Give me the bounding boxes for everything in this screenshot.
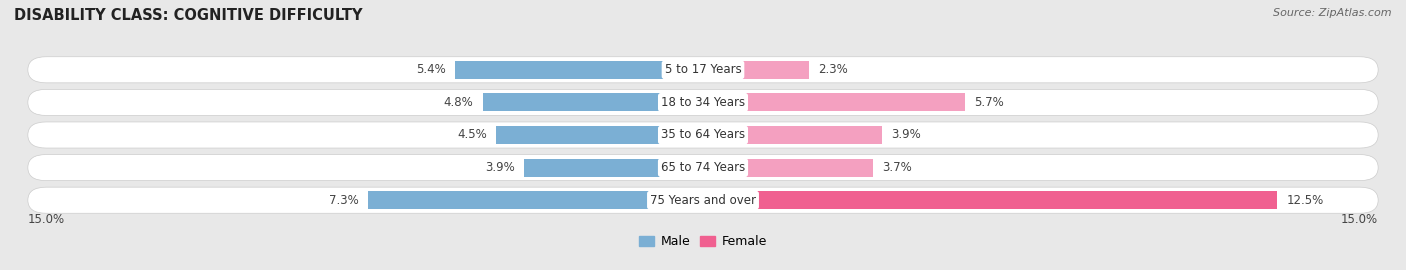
Text: 12.5%: 12.5% (1286, 194, 1323, 207)
FancyBboxPatch shape (28, 89, 1378, 116)
Bar (482, 93, 703, 111)
Text: 5.7%: 5.7% (974, 96, 1004, 109)
FancyBboxPatch shape (28, 154, 1378, 181)
Text: 3.9%: 3.9% (485, 161, 515, 174)
Text: 35 to 64 Years: 35 to 64 Years (661, 129, 745, 141)
Bar (703, 61, 808, 79)
Text: 5.4%: 5.4% (416, 63, 446, 76)
Bar (368, 191, 703, 209)
Text: 15.0%: 15.0% (1341, 212, 1378, 226)
Text: 2.3%: 2.3% (818, 63, 848, 76)
Legend: Male, Female: Male, Female (634, 230, 772, 253)
Text: 18 to 34 Years: 18 to 34 Years (661, 96, 745, 109)
Bar (524, 159, 703, 177)
Bar (703, 191, 1277, 209)
Text: DISABILITY CLASS: COGNITIVE DIFFICULTY: DISABILITY CLASS: COGNITIVE DIFFICULTY (14, 8, 363, 23)
FancyBboxPatch shape (28, 57, 1378, 83)
FancyBboxPatch shape (28, 122, 1378, 148)
Text: 3.7%: 3.7% (882, 161, 912, 174)
Bar (703, 93, 965, 111)
Text: 3.9%: 3.9% (891, 129, 921, 141)
Text: Source: ZipAtlas.com: Source: ZipAtlas.com (1274, 8, 1392, 18)
Text: 7.3%: 7.3% (329, 194, 359, 207)
Text: 5 to 17 Years: 5 to 17 Years (665, 63, 741, 76)
Bar (496, 126, 703, 144)
Bar (703, 159, 873, 177)
Text: 65 to 74 Years: 65 to 74 Years (661, 161, 745, 174)
Bar (456, 61, 703, 79)
FancyBboxPatch shape (28, 187, 1378, 213)
Text: 15.0%: 15.0% (28, 212, 65, 226)
Text: 4.5%: 4.5% (457, 129, 486, 141)
Text: 4.8%: 4.8% (444, 96, 474, 109)
Bar (703, 126, 882, 144)
Text: 75 Years and over: 75 Years and over (650, 194, 756, 207)
